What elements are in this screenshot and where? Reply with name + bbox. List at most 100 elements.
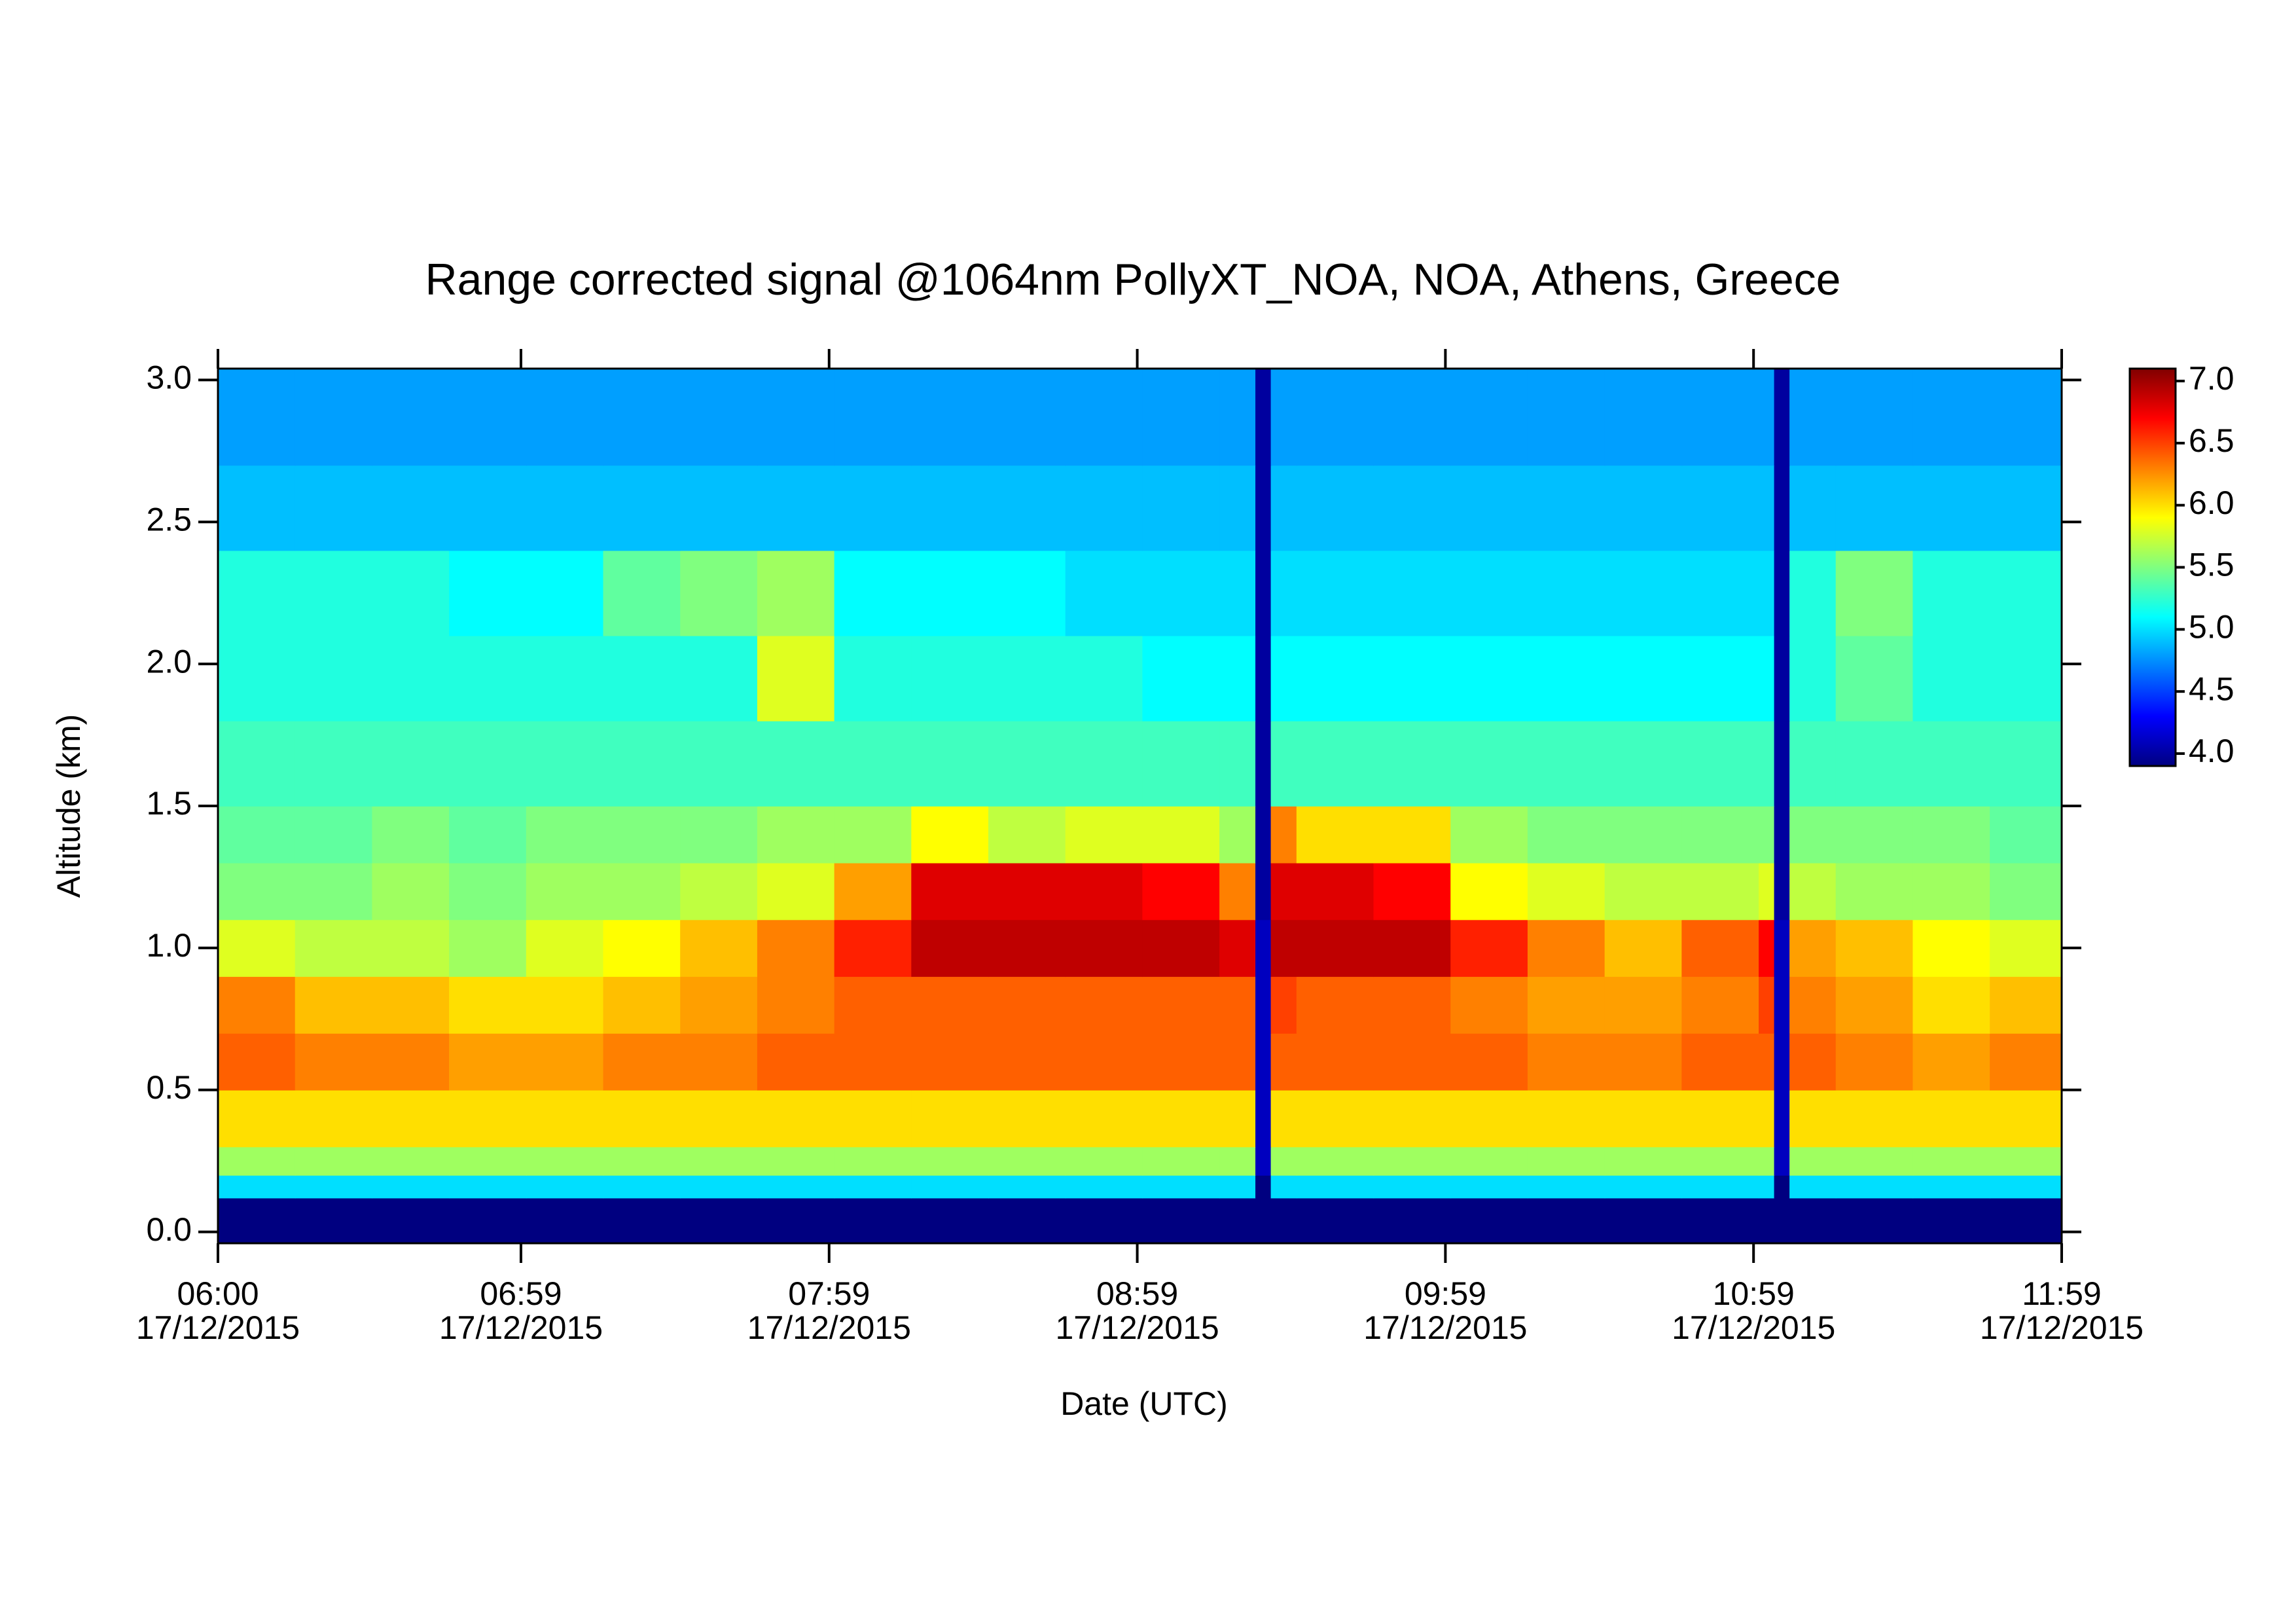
heatmap-cell — [1527, 919, 1605, 977]
heatmap-cell — [449, 1175, 527, 1199]
heatmap-cell — [295, 369, 373, 466]
heatmap-cell — [834, 1146, 912, 1176]
heatmap-cell — [1604, 369, 1683, 466]
heatmap-cell — [1270, 1146, 1297, 1176]
heatmap-cell — [372, 720, 450, 807]
heatmap-cell — [1990, 1175, 2062, 1199]
heatmap-cell — [526, 1146, 604, 1176]
heatmap-cell — [1774, 1197, 1790, 1244]
heatmap-cell — [1270, 862, 1297, 921]
heatmap-cell — [1527, 862, 1605, 921]
heatmap-cell — [1219, 1089, 1256, 1148]
heatmap-cell — [449, 1089, 527, 1148]
heatmap-cell — [757, 1197, 835, 1244]
heatmap-cell — [1990, 862, 2062, 921]
heatmap-cell — [1990, 976, 2062, 1034]
heatmap-cell — [1373, 720, 1452, 807]
heatmap-cell — [1604, 635, 1683, 721]
heatmap-cell — [1681, 919, 1759, 977]
heatmap-cell — [603, 465, 681, 551]
heatmap-cell — [1835, 369, 1914, 466]
heatmap-cell — [1759, 1146, 1775, 1176]
heatmap-cell — [1255, 369, 1272, 466]
heatmap-cell — [1835, 919, 1914, 977]
heatmap-cell — [911, 919, 989, 977]
heatmap-cell — [1527, 1197, 1605, 1244]
axes: 0.00.51.01.52.02.53.006:0017/12/201506:5… — [136, 349, 2234, 1346]
heatmap-cell — [1219, 806, 1256, 864]
heatmap-cell — [372, 976, 450, 1034]
heatmap-cell — [372, 635, 450, 721]
y-tick-label: 1.5 — [146, 785, 192, 822]
heatmap-cell — [218, 919, 296, 977]
heatmap-cell — [834, 1033, 912, 1091]
heatmap-cell — [1296, 1175, 1374, 1199]
colorbar-tick-label: 4.5 — [2189, 670, 2234, 707]
heatmap-cell — [1219, 369, 1256, 466]
y-tick-label: 1.0 — [146, 927, 192, 964]
heatmap-cell — [1527, 976, 1605, 1034]
heatmap-cell — [1681, 1146, 1759, 1176]
heatmap-cell — [834, 635, 912, 721]
heatmap-cell — [988, 550, 1066, 636]
heatmap-cell — [295, 635, 373, 721]
heatmap-cell — [1373, 550, 1452, 636]
heatmap-cell — [834, 862, 912, 921]
heatmap-cell — [1270, 465, 1297, 551]
heatmap-cell — [1219, 1033, 1256, 1091]
heatmap-cell — [1296, 369, 1374, 466]
heatmap-cell — [911, 1089, 989, 1148]
heatmap-cell — [526, 720, 604, 807]
heatmap-cell — [988, 806, 1066, 864]
heatmap-cell — [680, 550, 758, 636]
colorbar-tick-label: 5.5 — [2189, 547, 2234, 583]
heatmap-cell — [1142, 806, 1220, 864]
heatmap-cell — [1527, 369, 1605, 466]
heatmap-cell — [1789, 635, 1837, 721]
heatmap-cell — [603, 806, 681, 864]
heatmap-cell — [680, 862, 758, 921]
heatmap-cell — [218, 550, 296, 636]
heatmap-cell — [757, 1175, 835, 1199]
heatmap-cell — [1255, 862, 1272, 921]
heatmap-cell — [1065, 369, 1143, 466]
heatmap-cell — [1255, 1197, 1272, 1244]
heatmap-cell — [1789, 1146, 1837, 1176]
heatmap-cell — [1527, 465, 1605, 551]
heatmap-cell — [449, 369, 527, 466]
heatmap-cell — [1255, 976, 1272, 1034]
heatmap-cell — [1255, 465, 1272, 551]
heatmap-cell — [295, 1197, 373, 1244]
heatmap-cell — [1219, 1146, 1256, 1176]
heatmap-cell — [1681, 720, 1759, 807]
heatmap-cell — [911, 369, 989, 466]
heatmap-cell — [1774, 1146, 1790, 1176]
chart-title: Range corrected signal @1064nm PollyXT_N… — [425, 255, 1841, 304]
heatmap-cell — [1759, 720, 1775, 807]
heatmap-cell — [1450, 550, 1528, 636]
heatmap-cell — [603, 1146, 681, 1176]
heatmap-cell — [1373, 1146, 1452, 1176]
heatmap-cell — [1774, 919, 1790, 977]
heatmap-cell — [911, 1197, 989, 1244]
heatmap-cell — [1142, 465, 1220, 551]
heatmap-cell — [1296, 465, 1374, 551]
heatmap-cell — [449, 976, 527, 1034]
x-tick-label: 06:59 — [480, 1275, 562, 1312]
heatmap-cell — [680, 1197, 758, 1244]
heatmap-cell — [1450, 976, 1528, 1034]
heatmap-cell — [1255, 1175, 1272, 1199]
heatmap-cell — [603, 976, 681, 1034]
heatmap-cell — [372, 1197, 450, 1244]
heatmap-cell — [1990, 919, 2062, 977]
heatmap-cell — [911, 1175, 989, 1199]
heatmap-cell — [295, 1175, 373, 1199]
heatmap-cell — [1219, 862, 1256, 921]
heatmap-cell — [1604, 720, 1683, 807]
heatmap-cell — [1450, 862, 1528, 921]
heatmap-cell — [680, 1089, 758, 1148]
heatmap-cell — [1759, 1089, 1775, 1148]
heatmap-cell — [1835, 1033, 1914, 1091]
heatmap-cell — [1296, 550, 1374, 636]
heatmap — [218, 369, 2062, 1244]
